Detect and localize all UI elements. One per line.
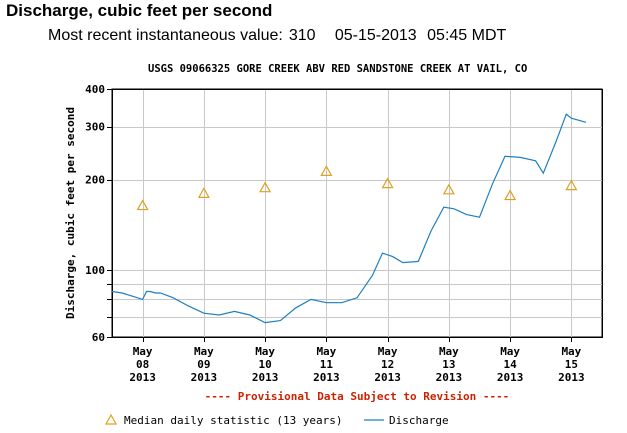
provisional-note: ---- Provisional Data Subject to Revisio…: [205, 390, 510, 403]
median-marker: [136, 199, 149, 211]
recent-time: 05:45 MDT: [427, 27, 507, 44]
x-tick-label: May: [133, 345, 153, 358]
x-tick-label: 11: [320, 358, 334, 371]
recent-date: 05-15-2013: [334, 27, 417, 44]
x-tick-label: 15: [565, 358, 578, 371]
recent-label: Most recent instantaneous value:: [48, 27, 283, 44]
median-marker: [504, 189, 517, 201]
median-marker: [442, 183, 455, 195]
median-marker: [320, 165, 333, 176]
x-tick-label: 2013: [497, 371, 524, 384]
x-tick-label: 14: [504, 358, 518, 371]
x-tick-label: 2013: [374, 371, 401, 384]
y-tick-label: 100: [85, 264, 105, 277]
x-tick-label: May: [439, 345, 459, 358]
x-tick-label: May: [378, 345, 398, 358]
median-marker: [381, 177, 394, 189]
plot-border: [112, 89, 603, 338]
x-tick-label: May: [316, 345, 336, 358]
legend-median-label: Median daily statistic (13 years): [124, 414, 343, 427]
legend-median-icon: [104, 413, 118, 425]
x-tick-label: May: [255, 345, 275, 358]
x-tick-label: 2013: [252, 371, 279, 384]
recent-value: 310: [288, 27, 316, 44]
x-tick-label: 09: [197, 358, 210, 371]
x-tick-label: 10: [259, 358, 272, 371]
legend-discharge-label: Discharge: [389, 414, 449, 427]
median-marker: [565, 179, 578, 191]
recent-value-line: Most recent instantaneous value: 310 05-1…: [48, 27, 512, 45]
page-title: Discharge, cubic feet per second: [6, 1, 273, 20]
y-tick-label: 400: [85, 83, 105, 96]
x-tick-label: 12: [381, 358, 394, 371]
x-tick-label: 08: [136, 358, 149, 371]
x-tick-label: 13: [442, 358, 455, 371]
median-marker: [197, 187, 210, 198]
x-tick-label: May: [500, 345, 520, 358]
x-tick-label: 2013: [558, 371, 585, 384]
x-tick-label: May: [561, 345, 581, 358]
y-tick-label: 60: [92, 331, 105, 344]
x-tick-label: 2013: [436, 371, 463, 384]
x-tick-label: 2013: [313, 371, 340, 384]
x-tick-label: May: [194, 345, 214, 358]
chart-title: USGS 09066325 GORE CREEK ABV RED SANDSTO…: [148, 63, 528, 75]
y-axis-label: Discharge, cubic feet per second: [64, 107, 77, 319]
plot-frame: [111, 88, 603, 338]
y-tick-label: 200: [85, 174, 105, 187]
discharge-line: [111, 113, 587, 324]
median-marker: [259, 181, 272, 193]
y-tick-label: 300: [85, 121, 105, 134]
x-tick-label: 2013: [191, 371, 218, 384]
x-tick-label: 2013: [129, 371, 156, 384]
